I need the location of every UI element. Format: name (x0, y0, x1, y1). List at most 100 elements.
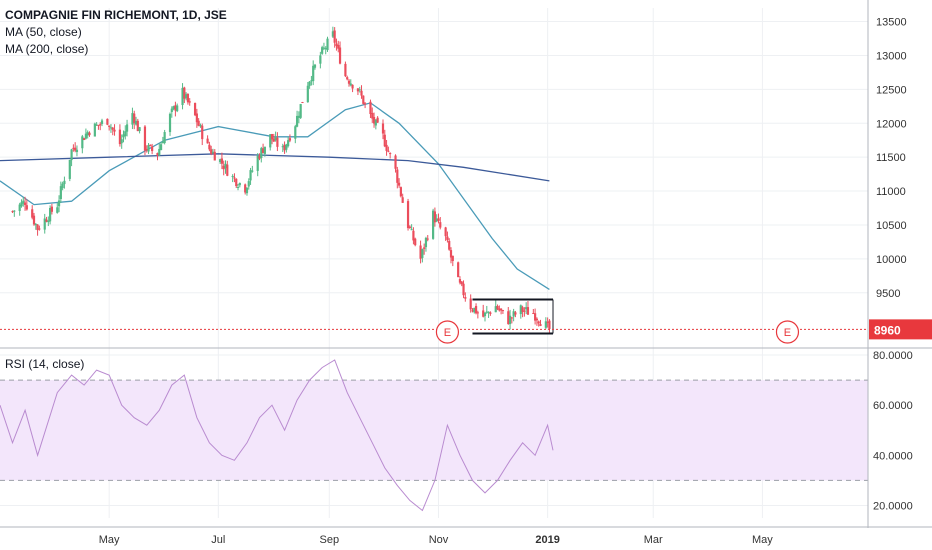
candle-down (235, 178, 238, 187)
candle-up (34, 223, 37, 226)
candle-down (197, 120, 200, 126)
rsi-overbought-oversold-band (0, 380, 868, 481)
rsi-legend: RSI (14, close) (5, 356, 84, 373)
candle-up (61, 183, 64, 189)
candle-down (213, 151, 216, 161)
earnings-marker-label: E (444, 327, 451, 339)
candle-down (500, 308, 503, 311)
candle-down (412, 230, 415, 241)
candle-up (519, 305, 522, 315)
candle-down (548, 320, 551, 329)
candle-up (435, 218, 438, 222)
price-tick-label: 13500 (876, 17, 907, 29)
candle-up (124, 131, 127, 137)
earnings-marker-icon (435, 320, 460, 344)
candle-down (88, 132, 91, 136)
candle-down (546, 321, 549, 323)
candle-up (294, 126, 297, 139)
candle-down (396, 169, 399, 183)
candle-down (387, 150, 390, 152)
candle-down (106, 118, 109, 125)
candle-up (274, 137, 277, 141)
candle-up (285, 144, 288, 150)
candle-down (539, 324, 542, 326)
candle-up (22, 200, 25, 204)
candle-down (460, 281, 463, 285)
candle-down (74, 147, 77, 151)
candle-down (356, 88, 360, 92)
candle-down (136, 120, 139, 132)
candle-down (270, 134, 274, 140)
candle-up (49, 208, 52, 222)
candle-up (473, 307, 476, 313)
candle-down (333, 30, 336, 43)
candle-up (374, 119, 377, 126)
candle-down (532, 313, 535, 315)
candle-up (93, 123, 96, 137)
candle-down (220, 158, 224, 164)
candle-up (13, 210, 16, 212)
candle-up (322, 47, 326, 49)
candle-down (537, 321, 540, 324)
candle-up (326, 38, 329, 51)
candle-down (233, 177, 236, 179)
candle-up (260, 148, 263, 158)
x-tick-label: Nov (429, 534, 449, 546)
candle-up (120, 139, 123, 144)
candle-down (360, 90, 363, 96)
candle-up (95, 124, 98, 126)
candle-up (100, 120, 104, 124)
candle-down (108, 125, 111, 127)
chart-legend: COMPAGNIE FIN RICHEMONT, 1D, JSE MA (50,… (5, 7, 227, 58)
candle-up (256, 155, 259, 171)
candle-up (181, 87, 184, 106)
candle-down (469, 298, 472, 310)
candle-down (423, 247, 426, 249)
candle-up (525, 307, 528, 310)
candle-up (131, 113, 134, 125)
price-tick-label: 9500 (876, 288, 900, 300)
candle-up (170, 108, 173, 112)
candle-down (534, 313, 537, 321)
candle-up (176, 105, 179, 112)
candle-down (206, 138, 209, 144)
candle-down (261, 148, 265, 154)
candle-down (535, 318, 539, 321)
candle-up (125, 124, 129, 132)
candle-down (288, 138, 292, 141)
candle-down (496, 305, 499, 310)
candle-up (544, 321, 547, 328)
x-tick-label: May (99, 534, 120, 546)
candle-down (335, 43, 338, 47)
candle-down (394, 155, 397, 169)
candle-down (97, 124, 100, 126)
candle-down (183, 87, 186, 99)
candle-down (337, 45, 340, 49)
candle-down (83, 138, 86, 140)
candle-up (245, 187, 249, 194)
x-tick-label: Mar (644, 534, 663, 546)
candle-up (308, 81, 311, 86)
candle-up (81, 136, 84, 149)
candle-down (446, 236, 449, 240)
candle-up (84, 133, 88, 139)
candle-down (32, 215, 36, 225)
candle-down (156, 152, 159, 156)
candle-down (118, 129, 122, 145)
candle-up (299, 104, 302, 118)
candle-up (161, 142, 164, 144)
candle-down (457, 262, 460, 278)
candle-down (414, 238, 417, 246)
candle-down (31, 209, 34, 218)
candle-up (410, 229, 413, 231)
price-tick-label: 11000 (876, 186, 906, 198)
x-tick-label: Jul (211, 534, 225, 546)
ma200-line (0, 153, 550, 182)
rsi-line (0, 359, 554, 512)
candle-down (113, 129, 116, 132)
candle-up (312, 65, 315, 82)
candle-down (521, 307, 524, 312)
candle-up (168, 113, 172, 133)
